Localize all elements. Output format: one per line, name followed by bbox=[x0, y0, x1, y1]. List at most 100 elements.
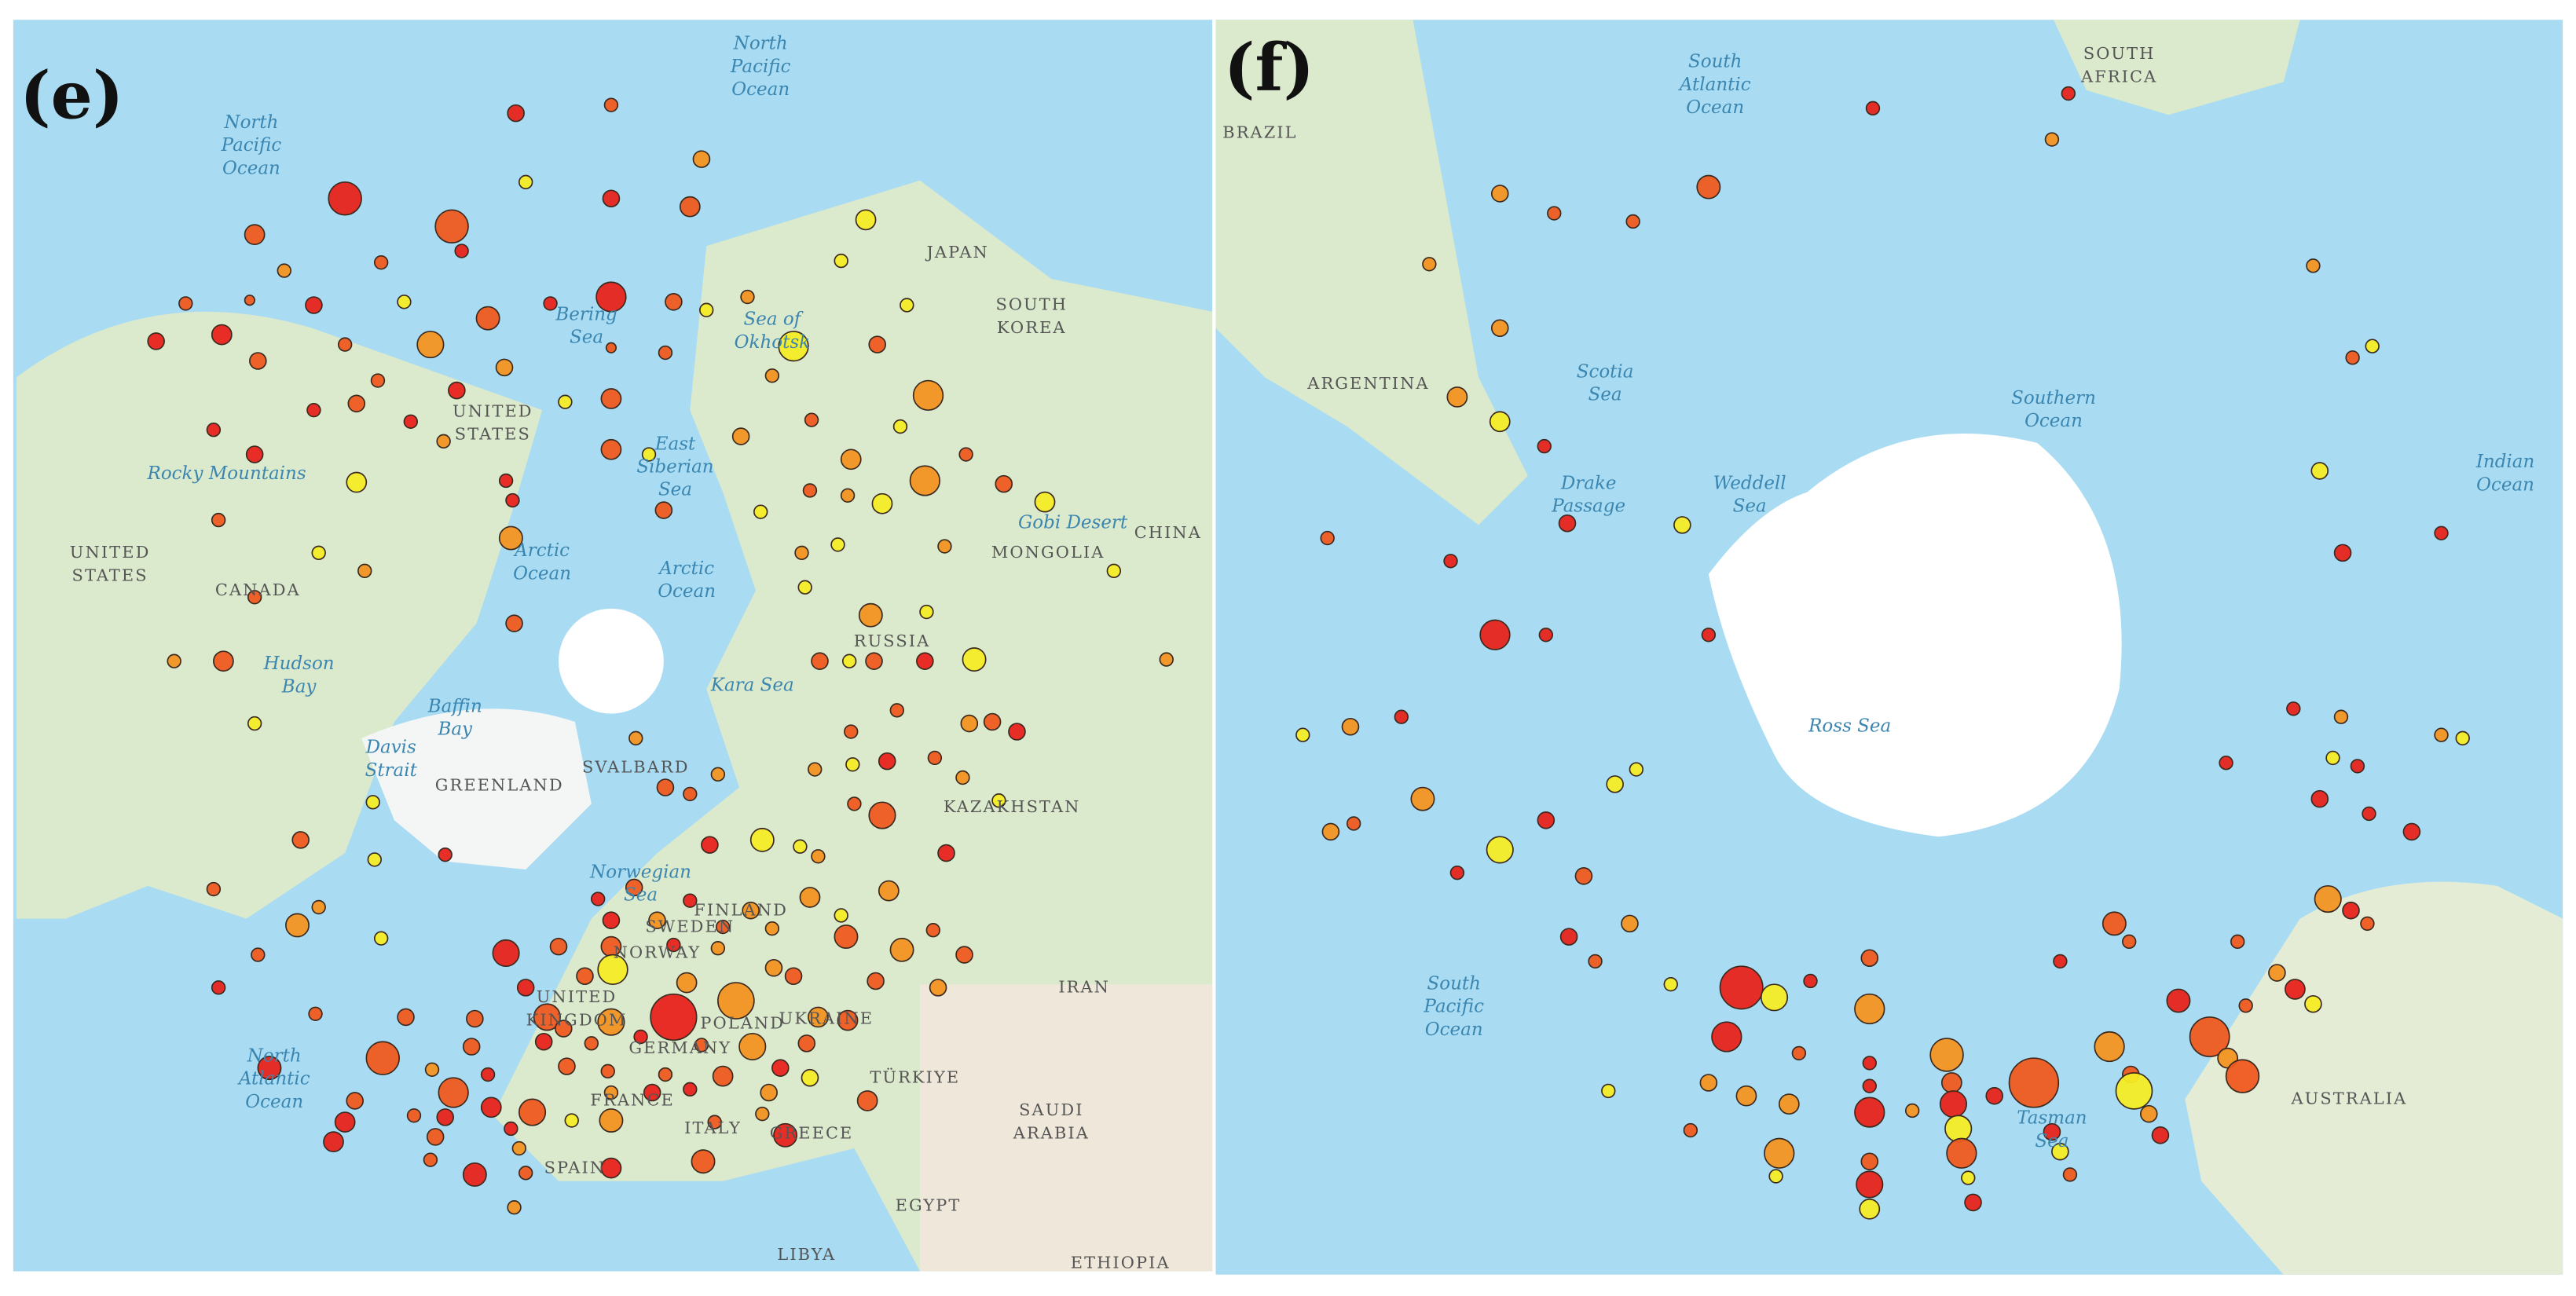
site-marker bbox=[1859, 1198, 1881, 1220]
site-marker bbox=[373, 931, 389, 946]
site-marker bbox=[480, 1067, 496, 1082]
label-line: SOUTH bbox=[995, 295, 1068, 314]
site-marker bbox=[834, 908, 848, 923]
site-marker bbox=[650, 993, 698, 1042]
label-line: UKRAINE bbox=[779, 1009, 874, 1027]
label-line: Gobi Desert bbox=[1018, 513, 1128, 533]
site-marker bbox=[516, 979, 535, 997]
label-line: Sea bbox=[658, 480, 692, 500]
site-marker bbox=[311, 899, 326, 915]
label-line: IRAN bbox=[1058, 978, 1110, 997]
label-line: Sea bbox=[2035, 1131, 2068, 1151]
label-line: UNITED bbox=[453, 402, 533, 421]
site-marker bbox=[257, 1056, 282, 1081]
site-marker bbox=[656, 778, 675, 796]
site-marker bbox=[323, 1131, 344, 1153]
label-line: Passage bbox=[1551, 496, 1625, 517]
site-marker bbox=[480, 1096, 502, 1118]
site-marker bbox=[804, 412, 819, 427]
site-marker bbox=[1701, 628, 1717, 643]
site-marker bbox=[1295, 727, 1310, 742]
site-marker bbox=[211, 512, 226, 528]
site-marker bbox=[1422, 257, 1437, 272]
site-marker bbox=[1760, 983, 1789, 1012]
label-line: Bay bbox=[281, 676, 317, 697]
water-label: Southern Ocean bbox=[2011, 388, 2096, 431]
site-marker bbox=[837, 1009, 859, 1031]
panel-e-map bbox=[13, 20, 1213, 1272]
label-line: KAZAKHSTAN bbox=[944, 797, 1081, 816]
site-marker bbox=[2051, 1142, 2069, 1161]
site-marker bbox=[2365, 339, 2380, 353]
site-marker bbox=[602, 911, 621, 929]
site-marker bbox=[247, 590, 262, 605]
site-marker bbox=[1394, 709, 1409, 724]
site-marker bbox=[1588, 954, 1603, 969]
site-marker bbox=[1606, 775, 1624, 793]
label-line: Siberian bbox=[636, 457, 713, 478]
site-marker bbox=[676, 972, 698, 994]
site-marker bbox=[403, 414, 419, 429]
site-marker bbox=[2306, 258, 2321, 273]
site-marker bbox=[2008, 1057, 2060, 1108]
site-marker bbox=[962, 647, 987, 672]
site-marker bbox=[1341, 717, 1360, 736]
label-line: SOUTH bbox=[2083, 44, 2156, 63]
site-marker bbox=[558, 394, 573, 409]
place-label: FRANCE bbox=[590, 1091, 674, 1110]
label-line: GREECE bbox=[770, 1124, 854, 1143]
site-marker bbox=[424, 1062, 440, 1077]
site-marker bbox=[878, 752, 896, 771]
site-marker bbox=[2362, 806, 2376, 822]
label-line: Indian bbox=[2475, 452, 2534, 472]
label-line: South bbox=[1688, 52, 1742, 72]
label-line: Norwegian bbox=[589, 862, 691, 882]
site-marker bbox=[534, 1032, 553, 1051]
site-marker bbox=[505, 614, 523, 632]
site-marker bbox=[929, 979, 947, 997]
site-marker bbox=[925, 923, 941, 938]
label-line: EGYPT bbox=[896, 1195, 962, 1214]
label-line: BRAZIL bbox=[1222, 123, 1297, 141]
site-marker bbox=[841, 653, 857, 668]
site-marker bbox=[731, 427, 750, 445]
site-marker bbox=[1791, 1045, 1807, 1061]
site-marker bbox=[602, 189, 621, 207]
label-line: Sea bbox=[1588, 385, 1622, 405]
site-marker bbox=[285, 913, 310, 938]
place-label: IRAN bbox=[1058, 978, 1110, 997]
label-line: Sea of bbox=[744, 309, 804, 330]
label-line: LIBYA bbox=[777, 1245, 836, 1264]
site-marker bbox=[760, 1083, 778, 1102]
place-label: JAPAN bbox=[925, 243, 988, 262]
place-label: SOUTH AFRICA bbox=[2080, 44, 2157, 86]
site-marker bbox=[855, 209, 877, 231]
label-line: North bbox=[223, 112, 278, 133]
site-marker bbox=[492, 939, 520, 968]
site-marker bbox=[1446, 386, 1468, 408]
site-marker bbox=[595, 281, 627, 313]
label-line: TÜRKIYE bbox=[870, 1067, 960, 1086]
site-marker bbox=[373, 254, 389, 270]
label-line: Southern bbox=[2011, 388, 2096, 408]
site-marker bbox=[1320, 530, 1335, 546]
site-marker bbox=[2402, 822, 2421, 841]
site-marker bbox=[554, 1020, 573, 1038]
label-line: Ocean bbox=[2025, 411, 2083, 431]
label-line: UNITED bbox=[537, 987, 617, 1006]
site-marker bbox=[518, 1166, 533, 1181]
site-marker bbox=[533, 1003, 561, 1031]
site-marker bbox=[912, 379, 944, 411]
site-marker bbox=[2101, 911, 2127, 936]
site-marker bbox=[2225, 1059, 2260, 1093]
site-marker bbox=[665, 293, 683, 311]
site-marker bbox=[2325, 750, 2340, 766]
site-marker bbox=[600, 1157, 622, 1179]
label-line: Baffin bbox=[427, 696, 482, 716]
site-marker bbox=[858, 602, 883, 628]
site-marker bbox=[436, 1108, 455, 1126]
label-line: UNITED bbox=[70, 543, 151, 562]
site-marker bbox=[715, 919, 731, 935]
site-marker bbox=[1538, 628, 1554, 643]
site-marker bbox=[178, 296, 193, 311]
